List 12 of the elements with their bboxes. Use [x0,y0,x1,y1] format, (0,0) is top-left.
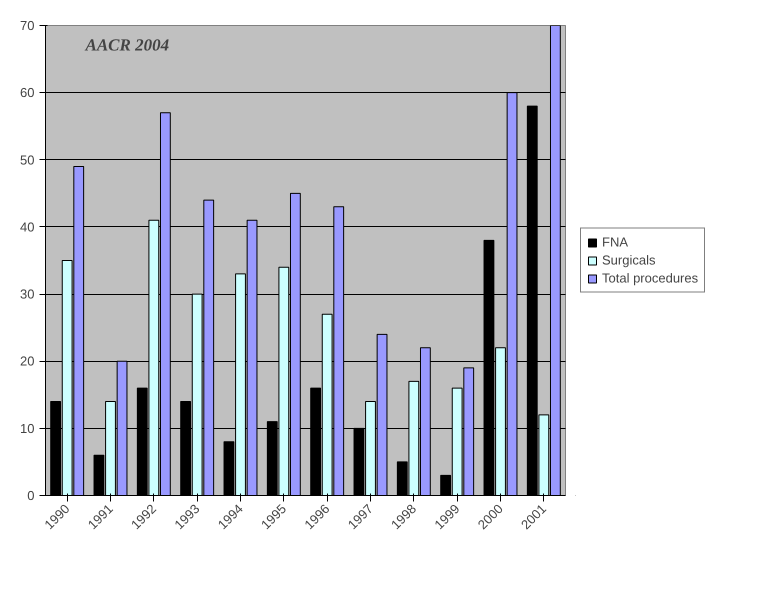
legend-label: Total procedures [602,270,698,286]
y-tick-label: 30 [20,286,35,302]
y-tick-label: 70 [20,18,35,33]
y-tick-label: 10 [20,420,35,436]
legend-label: Surgicals [602,252,656,268]
y-tick-label: 50 [20,152,35,168]
y-tick-label: 0 [27,488,35,503]
y-tick-label: 60 [20,85,35,100]
y-tick-label: 20 [20,354,35,369]
text: AACR 2004 [84,36,170,55]
legend-label: FNA [602,234,628,250]
y-tick-label: 40 [20,219,35,234]
